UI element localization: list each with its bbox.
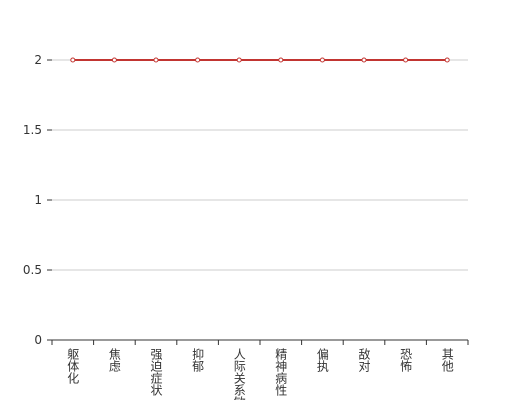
- y-tick-label: 1: [34, 193, 42, 207]
- point: [319, 57, 325, 63]
- y-tick-label: 2: [34, 53, 42, 67]
- x-tick-label: 精神病性: [274, 348, 288, 397]
- x-tick-label: 敌对: [357, 347, 371, 372]
- point: [403, 57, 409, 63]
- y-tick-label: 0.5: [23, 263, 42, 277]
- point: [278, 57, 284, 63]
- x-tick-label: 抑郁: [191, 347, 205, 373]
- point: [361, 57, 367, 63]
- point: [153, 57, 159, 63]
- x-tick-label: 人际关系敏感: [232, 348, 246, 400]
- x-tick-label: 恐怖: [399, 348, 413, 372]
- point: [195, 57, 201, 63]
- x-tick-label: 强迫症状: [149, 348, 163, 396]
- x-tick-label: 焦虑: [107, 348, 121, 372]
- point: [236, 57, 242, 63]
- point: [70, 57, 76, 63]
- point: [111, 57, 117, 63]
- x-tick-label: 躯体化: [66, 347, 80, 385]
- point: [444, 57, 450, 63]
- y-tick-label: 1.5: [23, 123, 42, 137]
- x-tick-label: 其他: [440, 348, 454, 372]
- x-tick-label: 偏执: [315, 347, 329, 373]
- y-tick-label: 0: [34, 333, 42, 347]
